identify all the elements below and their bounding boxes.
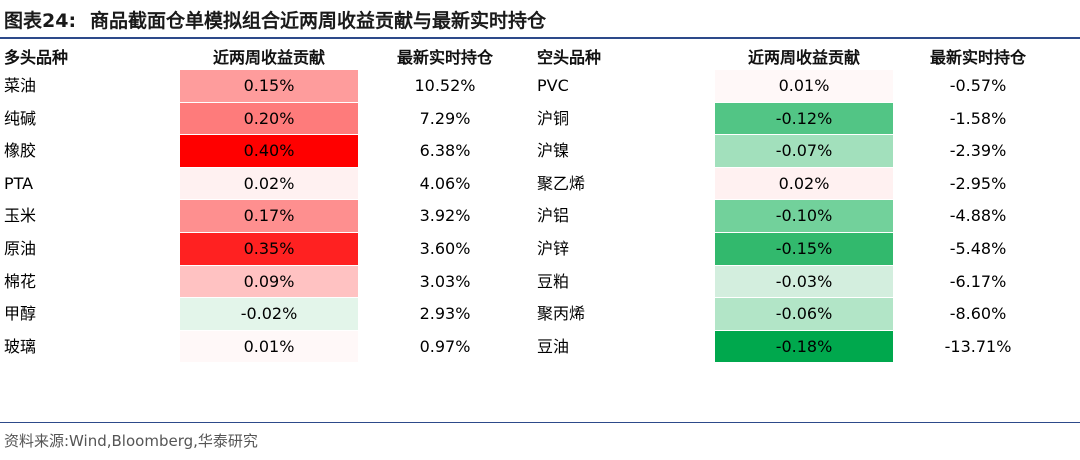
short-contrib-cell: -0.07%: [715, 135, 893, 168]
holdings-table: 菜油 0.15% 10.52% PVC 0.01% -0.57% 纯碱 0.20…: [0, 70, 1080, 364]
figure-label: 图表24:: [4, 10, 77, 32]
short-position: -2.39%: [949, 141, 1007, 161]
long-contrib-cell: 0.17%: [180, 200, 358, 233]
short-position: -5.48%: [949, 238, 1007, 258]
long-name: 甲醇: [4, 304, 37, 324]
short-position: -2.95%: [949, 173, 1007, 193]
long-position: 6.38%: [419, 141, 471, 161]
short-contrib-cell: -0.15%: [715, 232, 893, 266]
header-short-contrib: 近两周收益贡献: [747, 48, 860, 67]
short-position: -6.17%: [949, 271, 1007, 291]
long-position: 3.92%: [419, 206, 471, 226]
table-row: PTA 0.02% 4.06% 聚乙烯 0.02% -2.95%: [0, 167, 1080, 201]
long-contrib-cell: 0.09%: [180, 265, 358, 299]
source-divider: [0, 422, 1080, 423]
table-row: 甲醇 -0.02% 2.93% 聚丙烯 -0.06% -8.60%: [0, 298, 1080, 331]
short-name: 沪锌: [537, 238, 570, 258]
long-position: 2.93%: [419, 304, 471, 324]
source-note: 资料来源:Wind,Bloomberg,华泰研究: [4, 432, 258, 450]
long-name: 橡胶: [4, 141, 37, 161]
table-row: 玉米 0.17% 3.92% 沪铝 -0.10% -4.88%: [0, 200, 1080, 233]
short-name: 聚乙烯: [537, 173, 586, 193]
short-name: 豆粕: [537, 271, 570, 291]
short-position: -8.60%: [949, 304, 1007, 324]
short-contrib-cell: 0.01%: [715, 70, 893, 103]
long-position: 7.29%: [419, 108, 471, 128]
short-contrib-cell: -0.10%: [715, 200, 893, 233]
long-contrib-cell: 0.02%: [180, 167, 358, 201]
long-contrib-cell: 0.20%: [180, 102, 358, 136]
short-position: -0.57%: [949, 76, 1007, 95]
header-long-position: 最新实时持仓: [396, 48, 493, 67]
short-contrib-cell: -0.18%: [715, 330, 893, 364]
long-position: 4.06%: [419, 173, 471, 193]
long-contrib-cell: 0.35%: [180, 232, 358, 266]
table-row: 玻璃 0.01% 0.97% 豆油 -0.18% -13.71%: [0, 330, 1080, 364]
table-row: 菜油 0.15% 10.52% PVC 0.01% -0.57%: [0, 70, 1080, 103]
long-name: 玉米: [4, 206, 37, 226]
long-name: 玻璃: [4, 336, 37, 356]
long-contrib-cell: 0.01%: [180, 330, 358, 364]
table-row: 原油 0.35% 3.60% 沪锌 -0.15% -5.48%: [0, 232, 1080, 266]
short-name: 沪镍: [537, 141, 570, 161]
short-name: 豆油: [537, 336, 570, 356]
long-name: 菜油: [4, 76, 37, 95]
long-position: 0.97%: [419, 336, 471, 356]
header-long-name: 多头品种: [4, 48, 69, 67]
short-name: 沪铝: [537, 206, 570, 226]
short-position: -13.71%: [944, 336, 1012, 356]
long-contrib-cell: 0.15%: [180, 70, 358, 103]
figure-title: 图表24: 商品截面仓单模拟组合近两周收益贡献与最新实时持仓: [4, 8, 546, 34]
figure-title-text: 商品截面仓单模拟组合近两周收益贡献与最新实时持仓: [90, 10, 547, 32]
long-contrib-cell: -0.02%: [180, 298, 358, 331]
table-row: 棉花 0.09% 3.03% 豆粕 -0.03% -6.17%: [0, 265, 1080, 299]
long-contrib-cell: 0.40%: [180, 135, 358, 168]
short-position: -4.88%: [949, 206, 1007, 226]
short-name: PVC: [537, 76, 569, 95]
short-contrib-cell: 0.02%: [715, 167, 893, 201]
long-position: 3.03%: [419, 271, 471, 291]
long-position: 10.52%: [414, 76, 476, 95]
short-position: -1.58%: [949, 108, 1007, 128]
long-name: 纯碱: [4, 108, 37, 128]
short-name: 聚丙烯: [537, 304, 586, 324]
header-short-name: 空头品种: [537, 48, 602, 67]
long-name: 棉花: [4, 271, 37, 291]
short-name: 沪铜: [537, 108, 570, 128]
short-contrib-cell: -0.03%: [715, 265, 893, 299]
table-row: 纯碱 0.20% 7.29% 沪铜 -0.12% -1.58%: [0, 102, 1080, 136]
long-position: 3.60%: [419, 238, 471, 258]
long-name: 原油: [4, 238, 37, 258]
header-short-position: 最新实时持仓: [929, 48, 1026, 67]
long-name: PTA: [4, 173, 34, 193]
short-contrib-cell: -0.06%: [715, 298, 893, 331]
table-row: 橡胶 0.40% 6.38% 沪镍 -0.07% -2.39%: [0, 135, 1080, 168]
header-long-contrib: 近两周收益贡献: [212, 48, 325, 67]
short-contrib-cell: -0.12%: [715, 102, 893, 136]
title-divider: [0, 37, 1080, 39]
